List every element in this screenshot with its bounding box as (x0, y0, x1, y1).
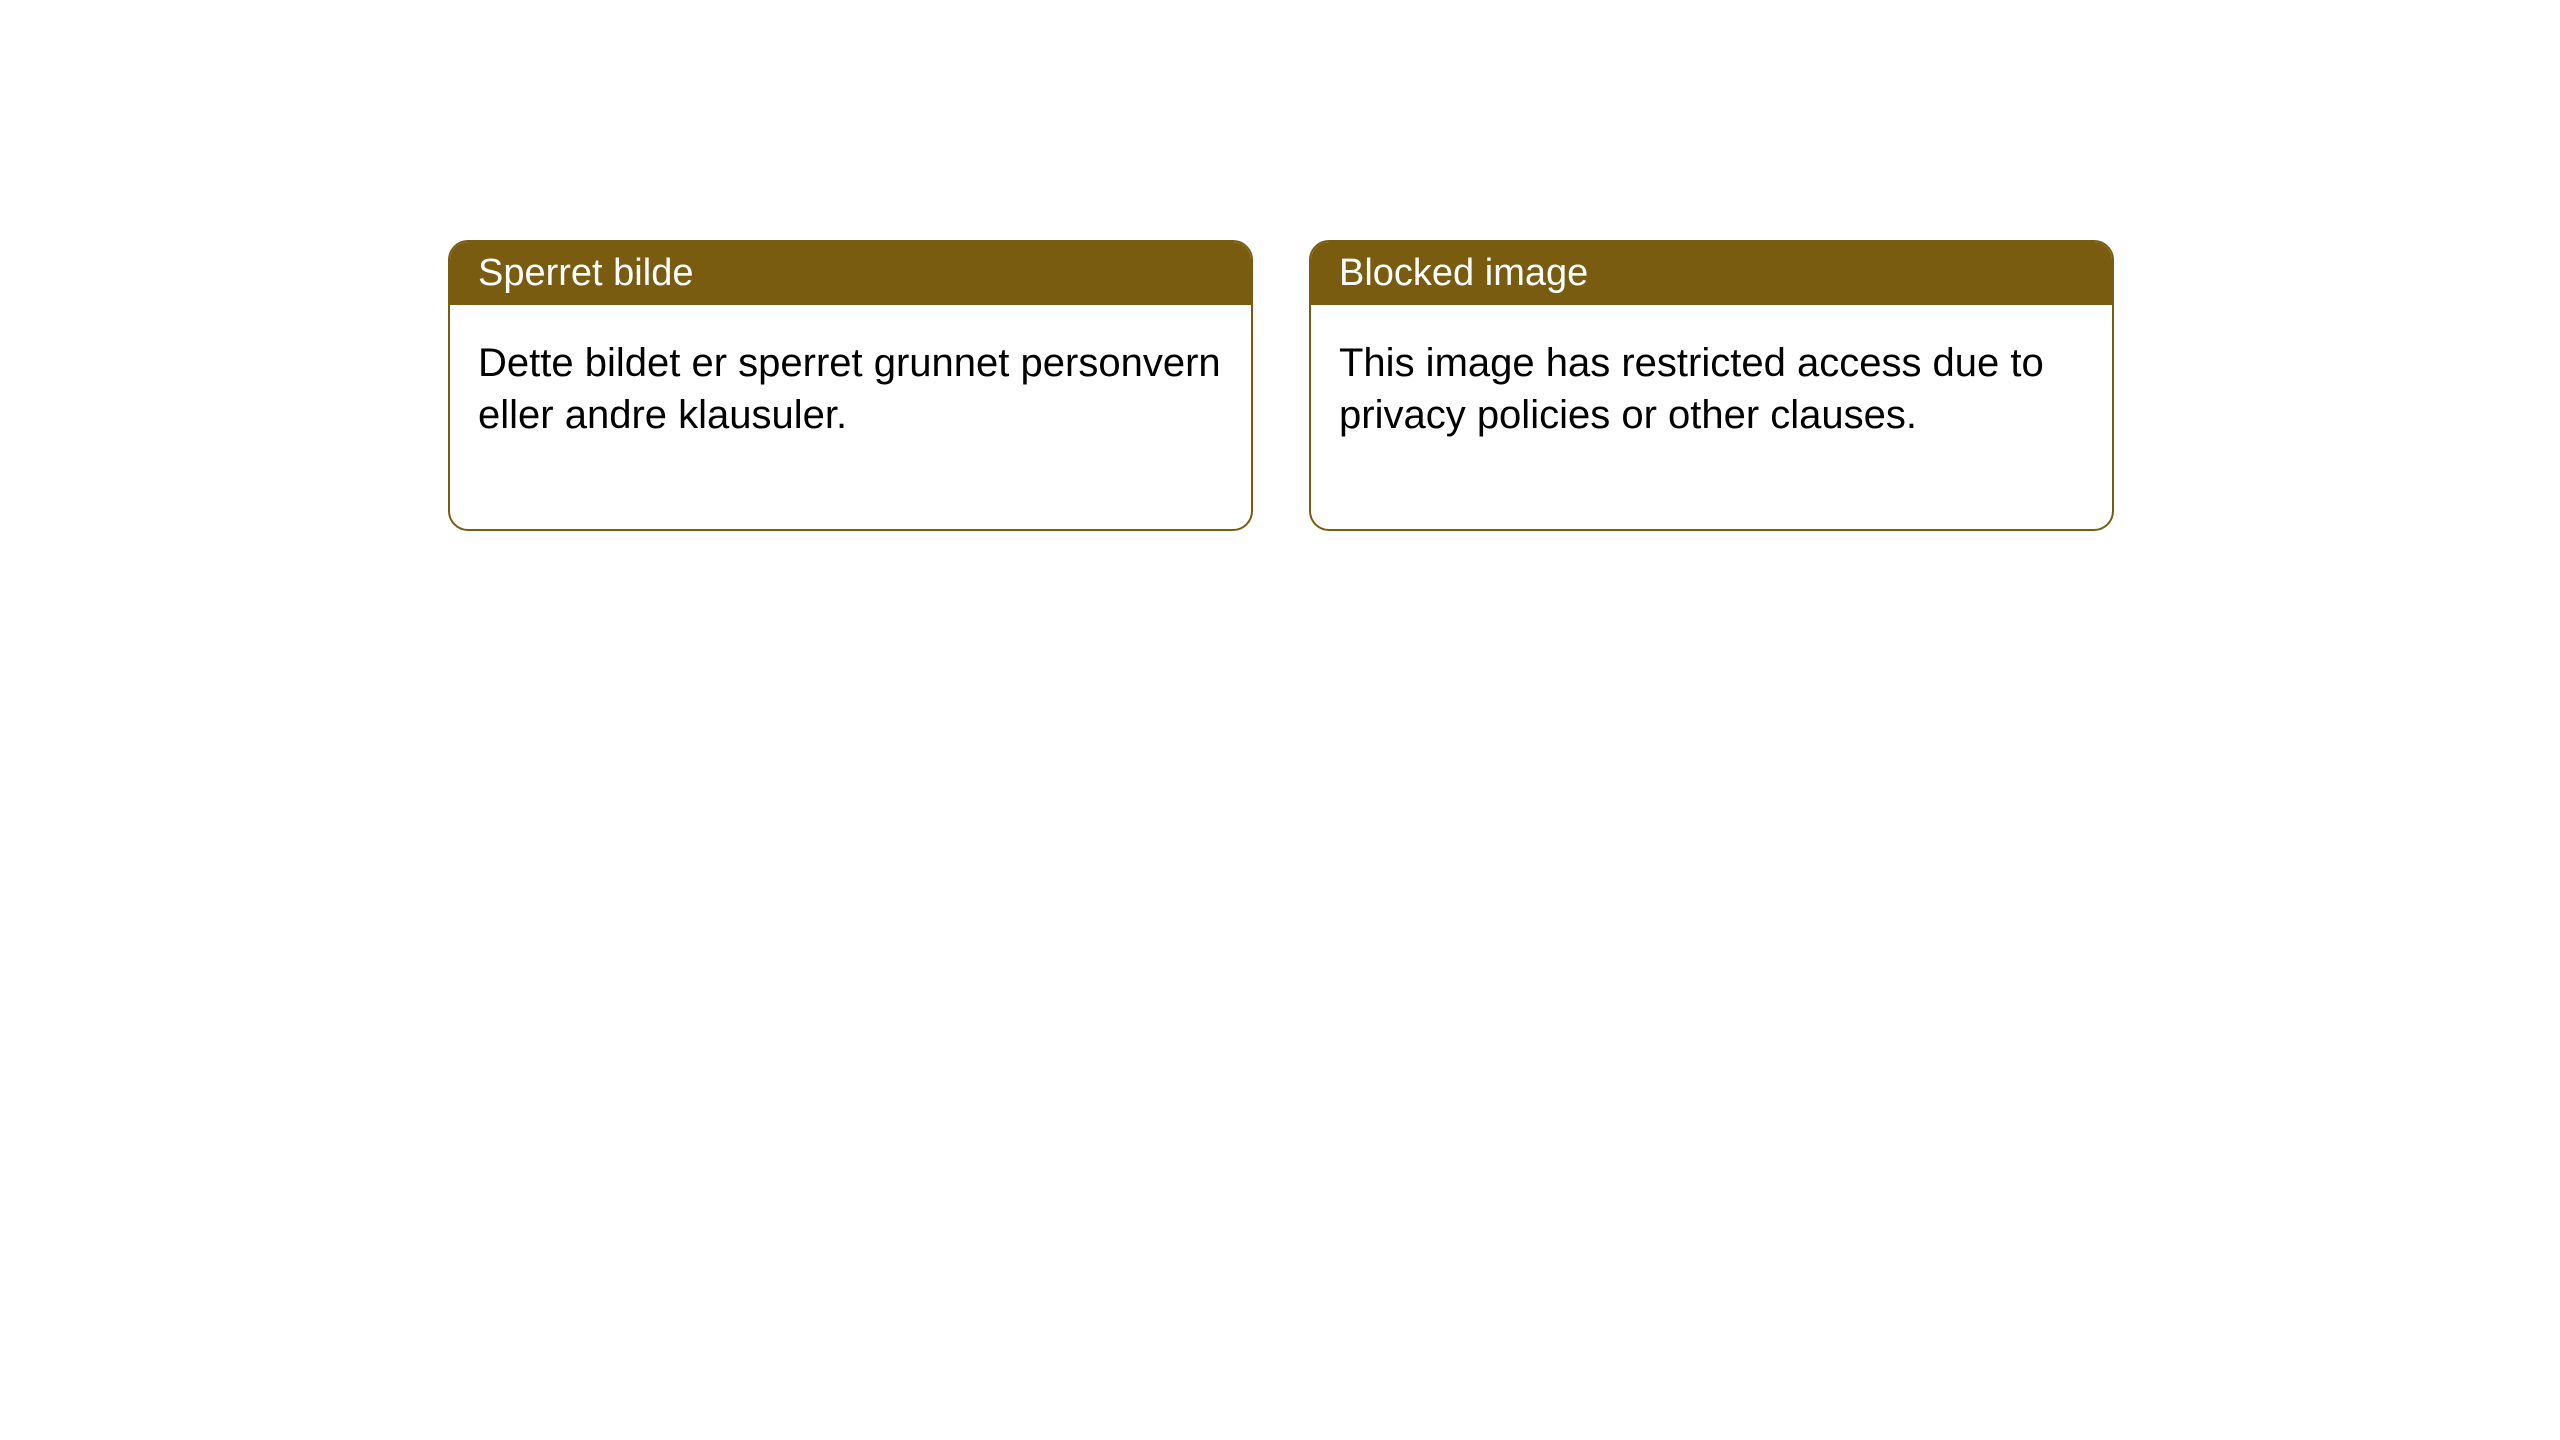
notice-container: Sperret bilde Dette bildet er sperret gr… (0, 0, 2560, 531)
notice-body: This image has restricted access due to … (1311, 305, 2112, 529)
notice-card-norwegian: Sperret bilde Dette bildet er sperret gr… (448, 240, 1253, 531)
notice-card-english: Blocked image This image has restricted … (1309, 240, 2114, 531)
notice-title: Sperret bilde (450, 242, 1251, 305)
notice-body: Dette bildet er sperret grunnet personve… (450, 305, 1251, 529)
notice-title: Blocked image (1311, 242, 2112, 305)
